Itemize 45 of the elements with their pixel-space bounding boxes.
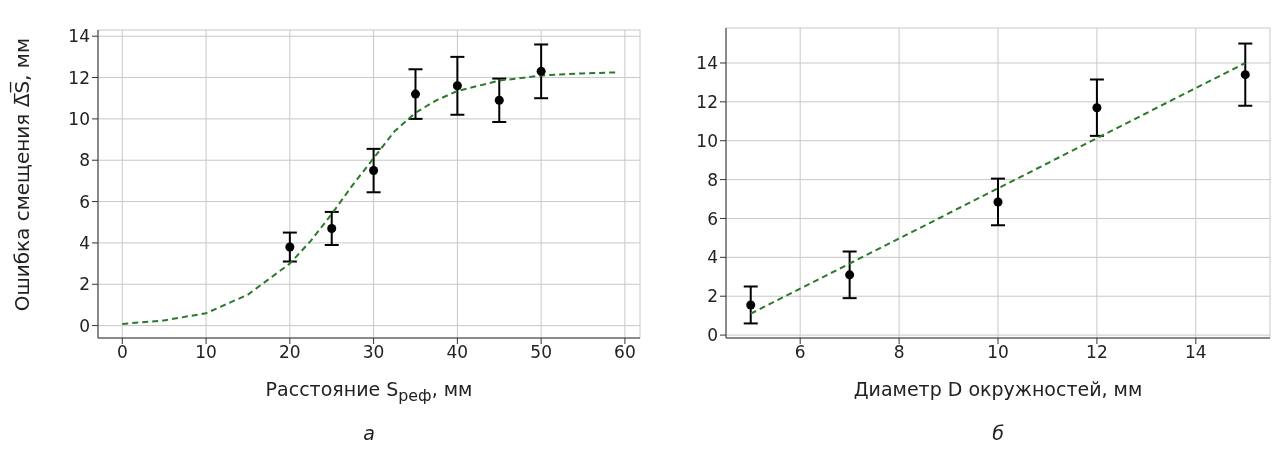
point <box>327 223 337 233</box>
y-tick-label: 14 <box>68 26 90 47</box>
text: а <box>362 422 376 444</box>
x-tick-label: 6 <box>794 342 806 363</box>
x-tick-label: 30 <box>362 342 385 363</box>
y-tick-label: 0 <box>79 315 90 336</box>
x-tick-label: 20 <box>279 342 301 363</box>
y-tick-label: 0 <box>707 325 718 346</box>
y-tick-label: 4 <box>79 232 90 253</box>
point <box>410 89 421 99</box>
point <box>452 81 462 91</box>
y-axis-title: Ошибка смещения Δ̅S̅, мм <box>10 38 34 312</box>
point <box>845 270 855 280</box>
x-tick-label: 12 <box>1086 342 1108 363</box>
x-tick-label: 60 <box>614 342 636 363</box>
y-tick-label: 6 <box>79 191 90 212</box>
point <box>1240 70 1250 80</box>
y-tick-label: 12 <box>696 91 718 112</box>
y-tick-label: 4 <box>707 247 718 268</box>
x-tick-label: 8 <box>893 342 905 363</box>
y-tick-label: 10 <box>68 108 90 129</box>
y-tick-label: 2 <box>707 286 718 307</box>
x-tick-label: 10 <box>987 342 1009 363</box>
x-axis-title: Диаметр D окружностей, мм <box>852 378 1144 400</box>
y-tick-label: 6 <box>707 208 718 229</box>
y-tick-label: 8 <box>79 150 90 171</box>
point <box>369 166 379 176</box>
text: б <box>991 422 1005 444</box>
point <box>1092 103 1102 113</box>
x-tick-label: 14 <box>1185 342 1207 363</box>
y-tick-label: 10 <box>696 130 718 151</box>
point <box>285 242 295 252</box>
y-tick-label: 8 <box>707 169 718 190</box>
y-tick-label: 2 <box>79 274 90 295</box>
x-tick-label: 10 <box>195 342 217 363</box>
point <box>993 197 1003 207</box>
point <box>746 300 756 310</box>
point <box>536 66 546 76</box>
x-axis-title: Расстояние S$_{реф}$, мм <box>264 378 474 405</box>
x-tick-label: 50 <box>530 342 552 363</box>
y-tick-label: 12 <box>68 67 90 88</box>
y-tick-label: 14 <box>696 53 718 74</box>
x-tick-label: 40 <box>446 342 469 363</box>
point <box>494 95 504 105</box>
x-tick-label: 0 <box>116 342 128 363</box>
